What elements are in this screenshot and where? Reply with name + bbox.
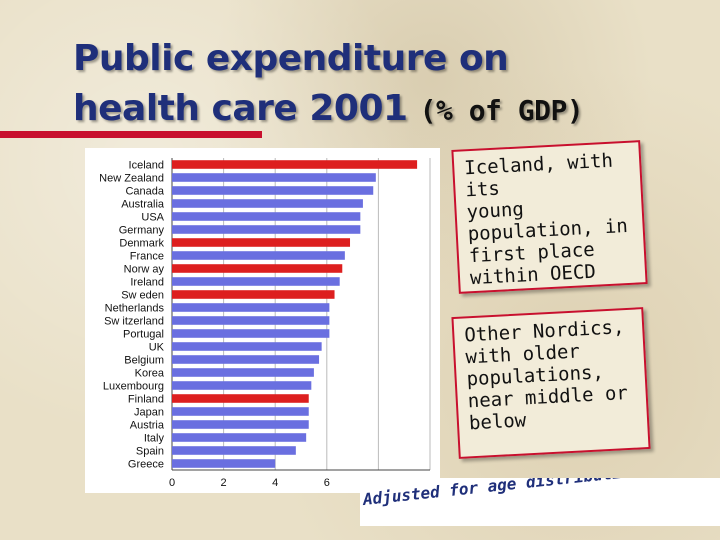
category-label: Ireland bbox=[130, 277, 164, 289]
x-tick-label: 4 bbox=[272, 477, 278, 489]
bar-uk bbox=[172, 342, 322, 351]
category-label: Sw itzerland bbox=[104, 316, 164, 328]
category-label: Luxembourg bbox=[103, 381, 164, 393]
category-label: Netherlands bbox=[105, 303, 165, 315]
category-label: Portugal bbox=[123, 329, 164, 341]
category-label: Canada bbox=[125, 186, 164, 198]
bar-france bbox=[172, 251, 345, 260]
bar-ireland bbox=[172, 277, 340, 286]
page-title: Public expenditure on health care 2001 (… bbox=[73, 34, 584, 136]
bar-portugal bbox=[172, 329, 330, 338]
category-label: France bbox=[130, 251, 164, 263]
category-label: Australia bbox=[121, 199, 165, 211]
category-label: New Zealand bbox=[99, 173, 164, 185]
title-underline bbox=[0, 131, 262, 138]
bar-norw-ay bbox=[172, 264, 343, 273]
category-label: Spain bbox=[136, 446, 164, 458]
x-tick-label: 2 bbox=[221, 477, 227, 489]
footer-box: Adjusted for age distribution of popula bbox=[360, 478, 720, 526]
bar-germany bbox=[172, 225, 361, 234]
category-label: Norw ay bbox=[124, 264, 165, 276]
bar-belgium bbox=[172, 355, 320, 364]
category-label: Austria bbox=[130, 420, 165, 432]
bar-iceland bbox=[172, 160, 418, 169]
bar-netherlands bbox=[172, 303, 330, 312]
category-label: Finland bbox=[128, 394, 164, 406]
bar-sw-itzerland bbox=[172, 316, 330, 325]
category-label: Denmark bbox=[119, 238, 164, 250]
bar-finland bbox=[172, 394, 309, 403]
bar-canada bbox=[172, 186, 374, 195]
category-label: Korea bbox=[135, 368, 165, 380]
x-tick-label: 0 bbox=[169, 477, 175, 489]
bar-denmark bbox=[172, 238, 351, 247]
bar-sw-eden bbox=[172, 290, 335, 299]
bar-japan bbox=[172, 407, 309, 416]
callout-nordics: Other Nordics, with older populations, n… bbox=[451, 307, 651, 459]
category-label: Japan bbox=[134, 407, 164, 419]
category-label: Germany bbox=[119, 225, 165, 237]
bar-luxembourg bbox=[172, 381, 312, 390]
category-label: Italy bbox=[144, 433, 165, 445]
category-label: Iceland bbox=[129, 160, 164, 172]
category-label: Sw eden bbox=[121, 290, 164, 302]
category-label: Belgium bbox=[124, 355, 164, 367]
category-label: UK bbox=[149, 342, 165, 354]
title-line-1: Public expenditure on bbox=[73, 38, 509, 79]
x-tick-label: 6 bbox=[324, 477, 330, 489]
callout-iceland: Iceland, with its young population, in f… bbox=[451, 140, 648, 294]
title-line-2: health care 2001 bbox=[73, 88, 420, 129]
bar-spain bbox=[172, 446, 296, 455]
bar-austria bbox=[172, 420, 309, 429]
bar-australia bbox=[172, 199, 363, 208]
title-suffix: (% of GDP) bbox=[419, 94, 584, 127]
bar-greece bbox=[172, 459, 276, 468]
footer-text: Adjusted for age distribution of popula bbox=[362, 478, 720, 509]
bar-korea bbox=[172, 368, 314, 377]
bar-italy bbox=[172, 433, 307, 442]
category-label: Greece bbox=[128, 459, 164, 471]
bar-usa bbox=[172, 212, 361, 221]
bar-new-zealand bbox=[172, 173, 376, 182]
category-label: USA bbox=[141, 212, 164, 224]
bar-chart: Iceland New Zealand Canada Australia USA Germ… bbox=[85, 148, 440, 493]
